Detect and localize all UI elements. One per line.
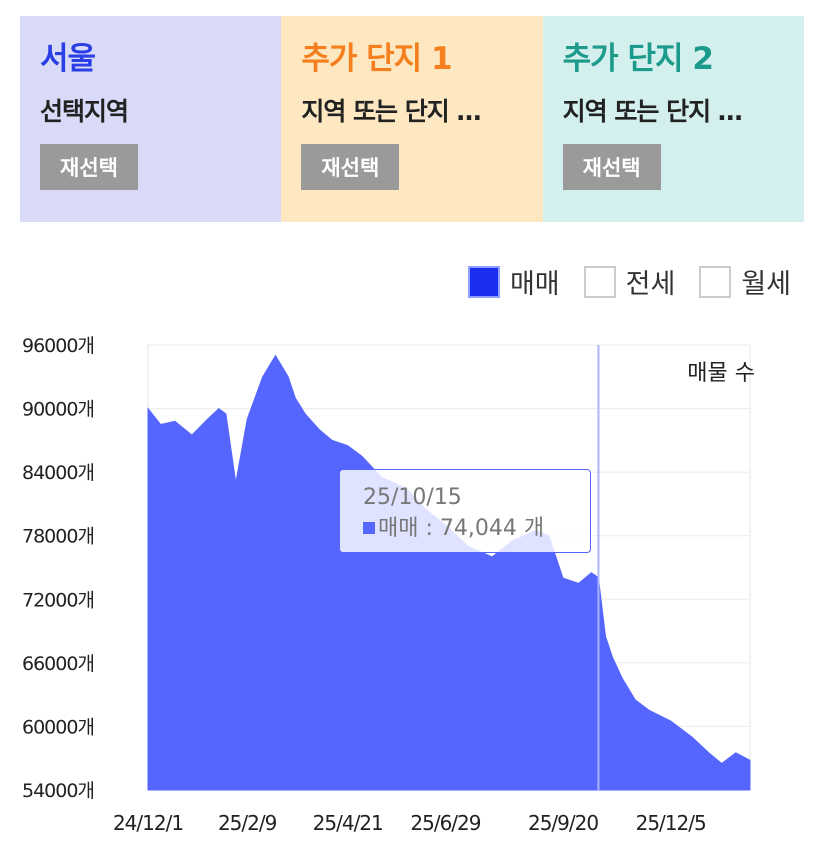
legend-monthly-rent-toggle[interactable]: 월세: [699, 262, 791, 301]
reselect-button[interactable]: 재선택: [562, 144, 661, 190]
tooltip-value: 매매 : 74,044 개: [378, 516, 545, 541]
x-tick-label: 25/4/21: [313, 811, 383, 835]
x-tick-label: 25/12/5: [636, 811, 706, 835]
listing-count-chart[interactable]: 96000개 90000개 84000개 78000개 72000개 66000개 6000…: [0, 320, 827, 856]
card-subtitle: 지역 또는 단지 …: [301, 97, 481, 126]
series-label: 매물 수: [687, 361, 755, 386]
y-tick-label: 90000개: [22, 399, 94, 421]
checkbox-icon[interactable]: [583, 265, 616, 298]
card-extra-complex-2: 추가 단지 2 지역 또는 단지 … 재선택: [542, 16, 804, 222]
x-tick-label: 24/12/1: [113, 811, 183, 835]
card-title: 서울: [40, 41, 96, 77]
tooltip-value-row: 매매 : 74,044 개: [363, 513, 590, 544]
reselect-button[interactable]: 재선택: [40, 144, 138, 190]
y-tick-label: 84000개: [22, 462, 94, 484]
y-tick-label: 96000개: [22, 335, 94, 357]
tooltip-date: 25/10/15: [363, 485, 462, 510]
y-tick-label: 60000개: [22, 716, 94, 738]
y-tick-label: 72000개: [22, 589, 94, 611]
legend-jeonse-toggle[interactable]: 전세: [583, 262, 676, 301]
x-tick-label: 25/2/9: [218, 811, 277, 835]
card-title: 추가 단지 1: [301, 41, 452, 77]
legend-label: 월세: [741, 269, 791, 300]
y-tick-label: 66000개: [22, 653, 94, 675]
checkbox-icon[interactable]: [467, 265, 500, 298]
x-tick-label: 25/9/20: [528, 811, 598, 835]
checkbox-icon[interactable]: [699, 265, 732, 298]
type-legend: 매매 전세 월세: [444, 262, 791, 301]
card-title: 추가 단지 2: [562, 41, 714, 77]
card-extra-complex-1: 추가 단지 1 지역 또는 단지 … 재선택: [281, 16, 543, 222]
card-subtitle: 선택지역: [40, 97, 129, 126]
legend-sale-toggle[interactable]: 매매: [467, 262, 560, 301]
series-swatch-icon: [363, 522, 375, 534]
y-tick-label: 54000개: [22, 780, 94, 802]
chart-tooltip: 25/10/15 매매 : 74,044 개: [339, 469, 591, 553]
reselect-button[interactable]: 재선택: [301, 144, 400, 190]
legend-label: 전세: [625, 269, 676, 300]
card-seoul: 서울 선택지역 재선택: [20, 16, 282, 222]
x-tick-label: 25/6/29: [410, 811, 480, 835]
y-tick-label: 78000개: [22, 526, 94, 548]
card-subtitle: 지역 또는 단지 …: [562, 97, 743, 126]
region-selector: 서울 선택지역 재선택 추가 단지 1 지역 또는 단지 … 재선택 추가 단지…: [20, 16, 804, 222]
legend-label: 매매: [509, 269, 560, 300]
